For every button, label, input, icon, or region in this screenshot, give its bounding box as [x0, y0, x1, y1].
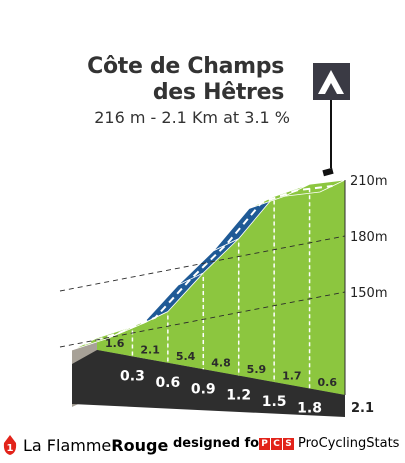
segment-gradient-label: 4.8	[211, 357, 231, 370]
elevation-label: 150m	[350, 286, 387, 301]
km-marker-label: 2.1	[351, 401, 374, 416]
brand-name-part2: Rouge	[111, 435, 169, 455]
elevation-gridline	[59, 235, 346, 292]
pcs-name: ProCyclingStats	[298, 436, 400, 451]
lfr-brand: 1 La FlammeRouge	[3, 434, 168, 456]
segment-gradient-label: 1.6	[105, 337, 125, 350]
km-marker-label: 0.3	[120, 368, 145, 384]
km-marker-label: 1.5	[262, 394, 287, 410]
km-marker-label: 0.9	[191, 381, 216, 397]
mountain-summit-icon	[318, 70, 344, 94]
elevation-gridline	[59, 291, 346, 348]
segment-gradient-label: 5.9	[247, 363, 267, 376]
segment-gradient-label: 1.7	[282, 369, 302, 382]
climb-name-line2: des Hêtres	[152, 80, 284, 105]
designed-for-label: designed for	[173, 436, 266, 451]
pcs-letter-s: S	[283, 438, 294, 450]
flame-logo-icon: 1	[3, 435, 17, 455]
segment-gradient-label: 0.6	[318, 376, 338, 389]
summit-marker	[322, 167, 334, 177]
km-marker-label: 0.6	[155, 375, 180, 391]
km-marker-label: 1.8	[297, 401, 322, 417]
climb-profile-chart: 150m 180m 210m 1.6 2.1 5.4 4.8 5.9 1.7 0.6 0.3 0.6 0…	[59, 63, 387, 417]
elevation-label: 180m	[350, 230, 387, 245]
profile-segment-face	[167, 272, 204, 370]
segment-gradient-label: 5.4	[176, 350, 196, 363]
brand-name: La FlammeRouge	[23, 436, 168, 455]
profile-base-band	[72, 350, 345, 417]
km-marker-label: 1.2	[226, 388, 251, 404]
profile-segment-face	[203, 238, 239, 376]
pcs-logo: P C S	[259, 438, 294, 450]
segment-gradient-label: 2.1	[140, 344, 160, 357]
elevation-label: 210m	[350, 174, 387, 189]
profile-segment-face	[97, 326, 133, 357]
climb-name-line1: Côte de Champs	[87, 54, 284, 79]
profile-segment-face	[274, 184, 310, 389]
climb-summary: 216 m - 2.1 Km at 3.1 %	[94, 108, 290, 127]
profile-segment-face	[309, 180, 345, 395]
svg-text:1: 1	[7, 443, 14, 454]
brand-name-part1: La Flamme	[23, 435, 112, 455]
pcs-letter-c: C	[271, 438, 282, 450]
profile-segment-face	[238, 196, 275, 383]
pcs-letter-p: P	[259, 438, 270, 450]
